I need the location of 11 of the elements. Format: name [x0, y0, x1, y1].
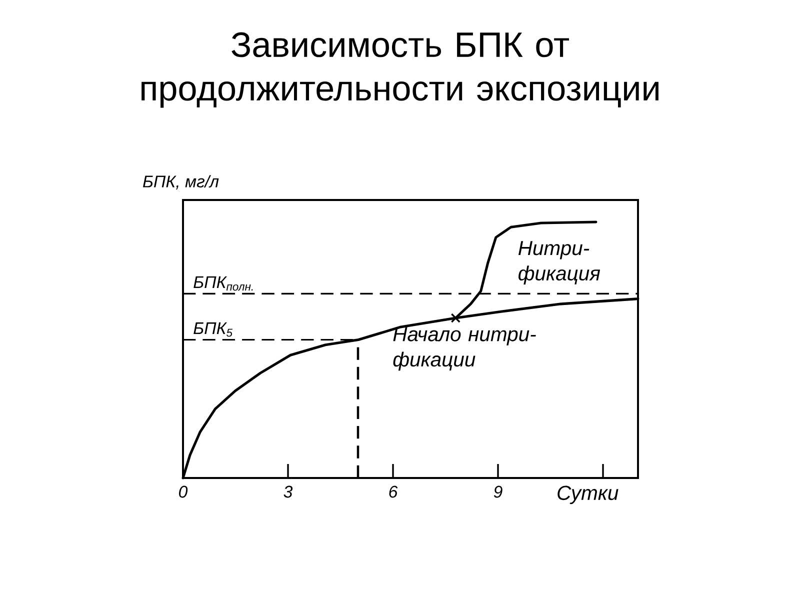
x-tick-label: 0: [179, 486, 188, 498]
ref-line-label: БПК$_{5}$: [194, 322, 233, 337]
x-tick-label: 3: [284, 486, 293, 498]
x-tick-label: 6: [389, 486, 398, 498]
x-axis-title: Сутки: [558, 486, 618, 504]
x-tick-label: 9: [494, 486, 502, 498]
ref-line-label: БПК$_{полн.}$: [194, 276, 253, 291]
chart-title: Зависимость БПК от продолжительности экспозиции: [142, 32, 658, 108]
annotation: Нитри-фикация: [518, 241, 600, 285]
annotation: Начало нитри-фикации: [393, 327, 536, 371]
y-axis-title: БПК, мг/л: [142, 175, 219, 190]
